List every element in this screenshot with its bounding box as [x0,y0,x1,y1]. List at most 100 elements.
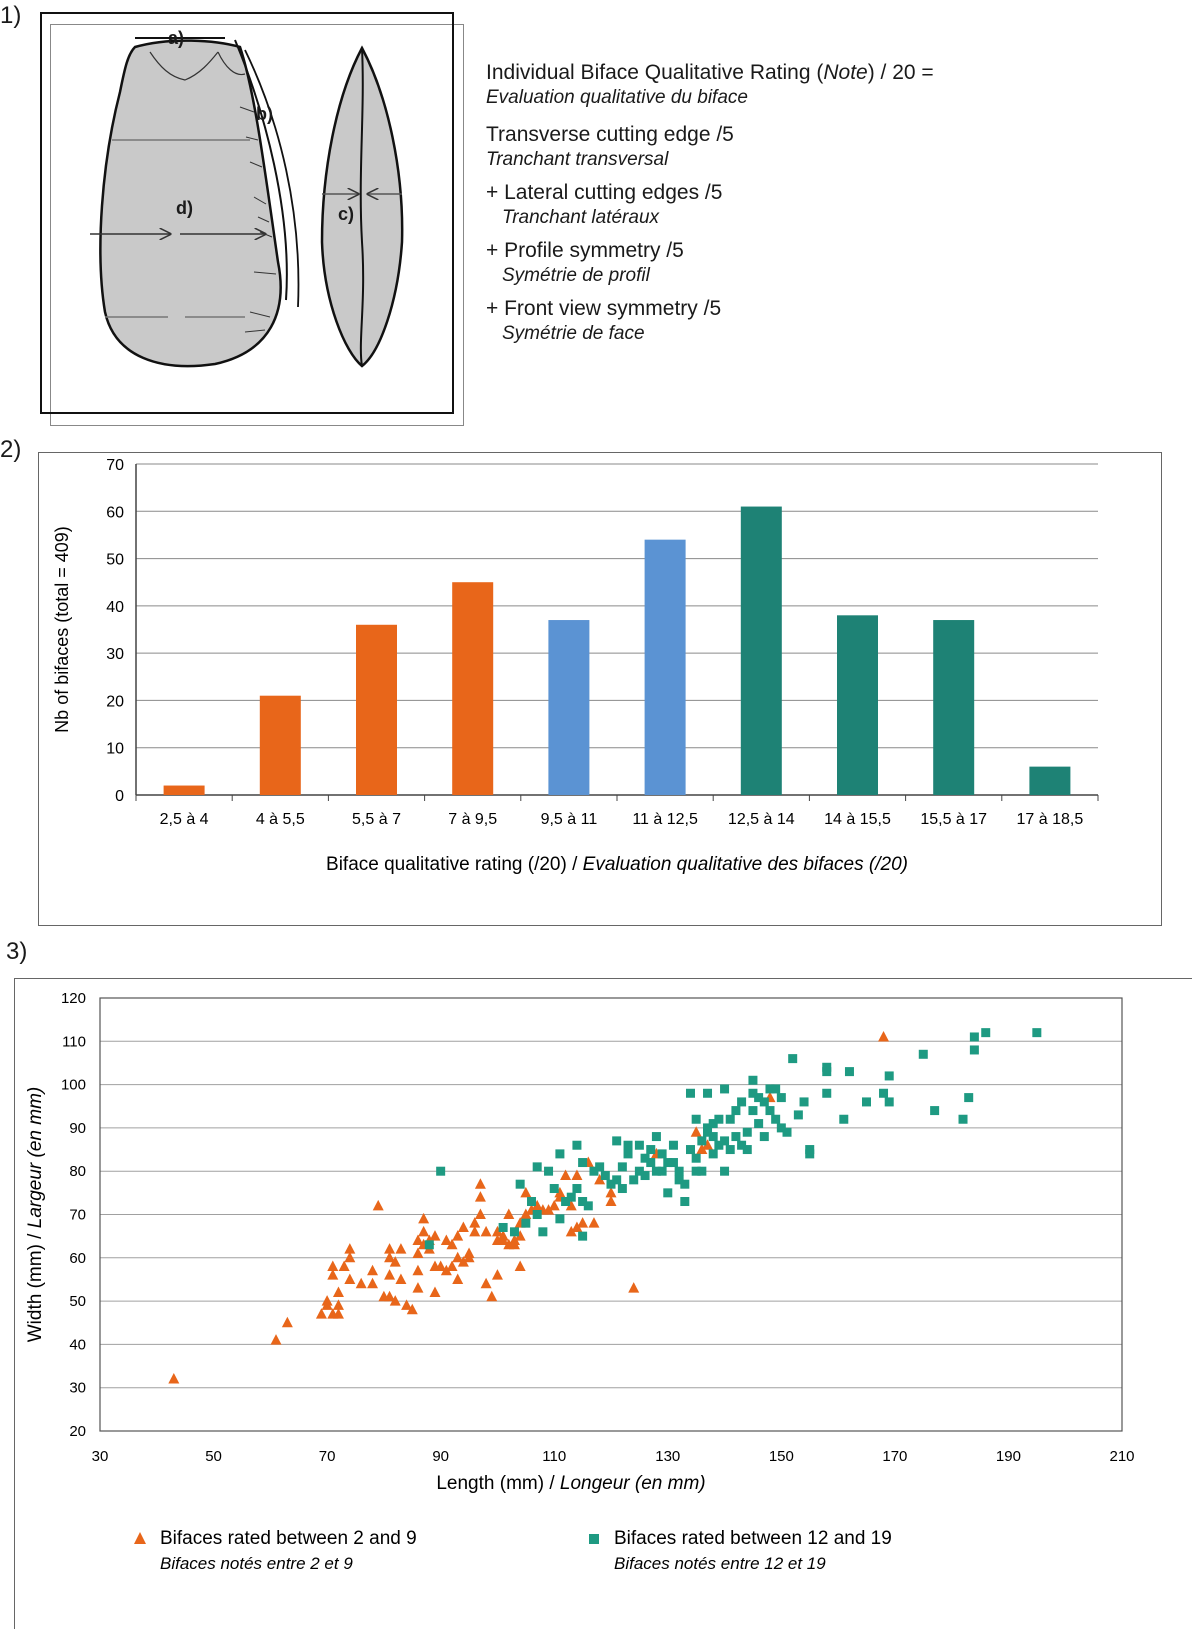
scatter-point-series1 [474,1208,486,1219]
scatter-point-series1 [412,1234,424,1245]
scatter-point-series2 [731,1132,741,1142]
scatter-point-series1 [384,1243,396,1254]
scatter-point-series1 [520,1186,532,1198]
rating-title: Individual Biface Qualitative Rating (No… [486,61,934,84]
scatter-point-series2 [737,1140,747,1150]
bar-6 [644,539,686,795]
scatter-point-series2 [424,1240,434,1250]
scatter-point-series2 [646,1145,656,1155]
scatter-point-series2 [527,1197,537,1207]
biface-front-view [99,39,282,368]
scatter-point-series2 [544,1166,554,1176]
scatter-point-series1 [457,1221,469,1232]
drawing-frame-shadow [50,24,464,426]
scatter-point-series2 [657,1166,667,1176]
scatter-point-series2 [612,1136,622,1146]
bar-x-axis-label-fr: Evaluation qualitative des bifaces (/20) [583,854,908,875]
scatter-point-series1 [372,1199,384,1211]
scatter-point-series2 [930,1106,940,1116]
scatter-point-series2 [600,1171,610,1181]
scatter-x-axis-label-en: Length (mm) / [436,1473,560,1494]
scatter-point-series2 [566,1192,576,1202]
bar-y-tick-label: 10 [106,741,124,758]
scatter-point-series1 [327,1269,339,1280]
scatter-y-tick-label: 60 [69,1250,86,1267]
scatter-point-series2 [862,1097,871,1107]
scatter-point-series2 [725,1145,735,1155]
scatter-point-series2 [742,1127,752,1137]
label-c: c) [338,204,355,224]
scatter-point-series2 [765,1084,775,1094]
scatter-plot-area [99,997,1123,1432]
scatter-point-series2 [822,1062,832,1072]
bar-y-tick-label: 40 [106,599,124,616]
scatter-point-series2 [561,1197,571,1207]
scatter-point-series2 [754,1093,764,1103]
scatter-point-series2 [617,1184,627,1194]
scatter-point-series1 [588,1217,600,1228]
scatter-point-series1 [446,1260,458,1271]
scatter-point-series2 [680,1197,690,1207]
scatter-point-series1 [367,1264,379,1276]
scatter-point-series1 [497,1230,509,1241]
scatter-point-series1 [315,1308,327,1319]
bar-9 [933,620,975,795]
scatter-point-series2 [720,1136,730,1146]
scatter-point-series2 [691,1166,701,1176]
rating-item-1: Transverse cutting edge /5 [486,123,734,146]
bar-x-tick-label: 11 à 12,5 [632,811,698,828]
legend-triangle-icon [134,1532,146,1544]
scatter-point-series1 [531,1199,543,1211]
scatter-y-tick-label: 40 [69,1336,86,1353]
scatter-y-tick-label: 70 [69,1207,86,1224]
scatter-point-series1 [440,1234,452,1245]
legend-label-series2: Bifaces rated between 12 and 19 [614,1528,892,1549]
scatter-point-series2 [578,1197,588,1207]
scatter-point-series1 [520,1208,532,1219]
scatter-point-series1 [605,1186,617,1198]
scatter-point-series2 [634,1166,644,1176]
scatter-point-series1 [281,1316,293,1328]
scatter-point-series2 [703,1123,713,1133]
scatter-point-series2 [714,1140,724,1150]
scatter-point-series1 [384,1290,396,1302]
scatter-y-tick-label: 100 [61,1077,86,1094]
bar-y-axis-label: Nb of bifaces (total = 409) [52,526,72,733]
scatter-point-series2 [720,1084,730,1094]
rating-item-1-fr: Tranchant transversal [486,149,669,171]
scatter-point-series2 [759,1132,769,1142]
scatter-point-series2 [708,1132,718,1142]
bar-x-axis-label-en: Biface qualitative rating (/20) / [326,854,583,875]
scatter-point-series2 [640,1153,650,1163]
scatter-point-series1 [412,1282,424,1293]
scatter-point-series1 [577,1217,589,1228]
scatter-point-series2 [782,1127,792,1137]
bar-2 [259,695,301,795]
scatter-point-series2 [748,1075,758,1085]
scatter-point-series2 [731,1106,741,1116]
scatter-point-series2 [680,1179,690,1189]
rating-item-4: + Front view symmetry /5 [486,297,722,320]
scatter-point-series1 [384,1251,396,1263]
scatter-point-series1 [452,1230,464,1241]
scatter-point-series1 [440,1264,452,1276]
scatter-point-series2 [748,1088,758,1098]
bar-x-tick-label: 5,5 à 7 [352,811,401,828]
scatter-point-series2 [555,1149,565,1159]
scatter-point-series1 [452,1251,464,1263]
scatter-point-series1 [332,1286,344,1297]
scatter-x-tick-label: 30 [92,1448,109,1465]
label-a: a) [168,28,185,48]
scatter-point-series2 [555,1214,565,1224]
scatter-point-series2 [748,1106,758,1116]
rating-item-2-fr: Tranchant latéraux [502,207,660,229]
rating-item-3-fr: Symétrie de profil [502,265,650,287]
scatter-point-series2 [515,1179,525,1189]
scatter-point-series2 [498,1222,508,1232]
bar-x-tick-label: 12,5 à 14 [728,811,795,828]
scatter-point-series1 [338,1260,350,1271]
scatter-point-series2 [969,1032,979,1042]
bar-8 [837,615,878,795]
scatter-point-series2 [663,1188,673,1198]
scatter-point-series2 [691,1114,701,1124]
